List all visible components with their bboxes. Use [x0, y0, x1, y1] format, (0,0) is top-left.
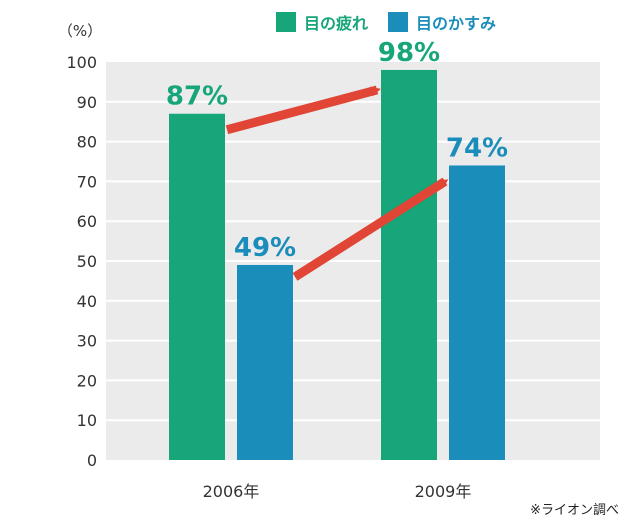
legend-swatch-blur	[388, 12, 409, 32]
bar-fatigue-0	[169, 113, 225, 461]
trend-arrow-0	[225, 85, 381, 135]
trend-arrows	[225, 85, 449, 281]
x-tick-label: 2006年	[203, 482, 260, 501]
y-tick-label: 20	[77, 371, 97, 390]
y-tick-label: 80	[77, 133, 97, 152]
trend-arrow-1	[292, 177, 449, 281]
data-label: 87%	[166, 82, 228, 112]
y-tick-label: 90	[77, 93, 97, 112]
y-tick-label: 40	[77, 292, 97, 311]
legend-swatch-fatigue	[276, 12, 296, 32]
bar-fatigue-1	[381, 69, 437, 461]
source-note: ※ライオン調べ	[530, 503, 619, 518]
legend: 目の疲れ 目のかすみ	[276, 10, 496, 34]
legend-label-fatigue: 目の疲れ	[304, 14, 369, 33]
legend-item-fatigue: 目の疲れ	[276, 10, 368, 34]
legend-item-blur: 目のかすみ	[388, 10, 496, 34]
y-tick-label: 100	[66, 53, 97, 72]
x-tick-label: 2009年	[415, 482, 472, 501]
bar-blur-0	[237, 264, 293, 460]
bars	[169, 69, 505, 461]
y-tick-label: 10	[77, 411, 97, 430]
y-tick-label: 70	[77, 172, 97, 191]
y-unit-label: （%）	[58, 22, 102, 40]
data-label: 49%	[234, 233, 296, 263]
data-label: 74%	[446, 133, 508, 163]
data-label: 98%	[378, 38, 440, 68]
y-tick-label: 0	[87, 451, 97, 470]
y-tick-label: 50	[77, 252, 97, 271]
legend-label-blur: 目のかすみ	[416, 14, 497, 33]
bar-blur-1	[449, 165, 505, 461]
y-axis: 0 10 20 30 40 50 60 70 80 90 100	[66, 53, 97, 470]
y-tick-label: 30	[77, 332, 97, 351]
x-axis: 2006年 2009年	[203, 482, 472, 501]
y-tick-label: 60	[77, 212, 97, 231]
bar-labels: 87% 98% 49% 74%	[166, 38, 508, 263]
